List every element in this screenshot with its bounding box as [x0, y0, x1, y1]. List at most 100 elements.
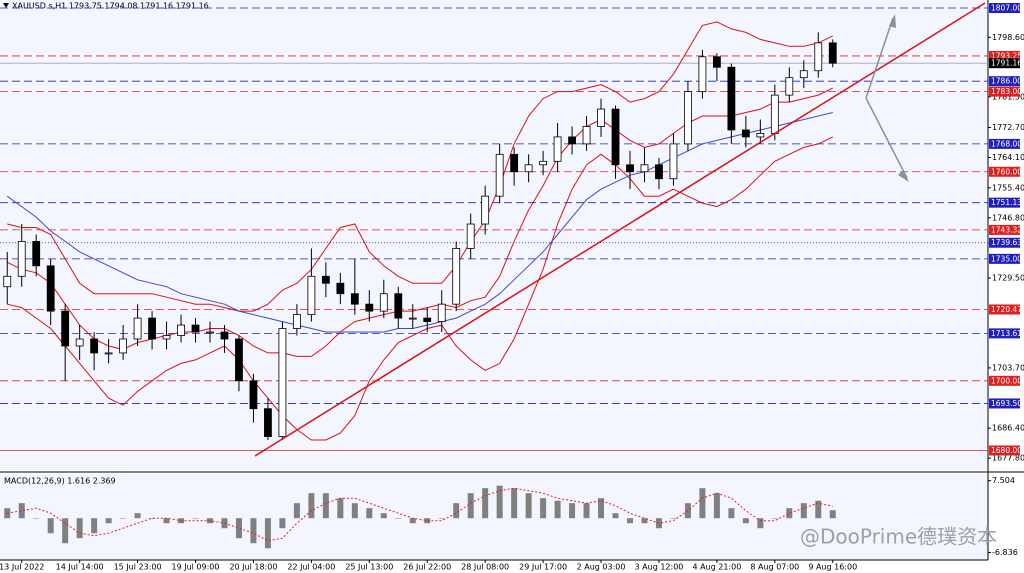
candle-body: [249, 380, 258, 410]
candle-body: [640, 164, 649, 173]
candle-body: [3, 275, 12, 288]
macd-bar: [105, 518, 112, 524]
candle-body: [148, 317, 156, 340]
level-box: [989, 76, 1020, 87]
macd-bar: [438, 518, 445, 519]
candle-body: [321, 275, 330, 284]
macd-bar: [163, 518, 170, 524]
macd-bar: [337, 498, 344, 519]
macd-bar: [569, 503, 576, 519]
macd-bar: [699, 488, 706, 519]
level-label: 1760.00: [991, 167, 1022, 176]
candle-body: [408, 317, 417, 320]
candle-body: [46, 265, 55, 312]
level-box: [989, 328, 1020, 339]
candle-body: [307, 275, 316, 316]
macd-signal: [7, 487, 833, 542]
level-box: [989, 375, 1020, 386]
level-box: [989, 166, 1020, 177]
level-label: 1743.32: [991, 225, 1022, 234]
candle-body: [394, 293, 403, 319]
candle-body: [756, 133, 765, 138]
macd-pane: [0, 474, 988, 560]
candle-body: [712, 56, 721, 68]
level-box: [989, 253, 1020, 264]
candle-body: [90, 338, 99, 354]
candle-body: [684, 91, 692, 145]
x-tick-label: 25 Jul 13:00: [345, 563, 393, 572]
level-label: 1768.00: [991, 139, 1022, 148]
x-tick-label: 26 Jul 22:00: [403, 563, 451, 572]
candle-body: [191, 324, 200, 333]
level-label: 1791.16: [991, 59, 1022, 68]
macd-bar: [829, 510, 836, 519]
macd-bar: [612, 513, 619, 519]
candle-body: [814, 42, 823, 72]
macd-bar: [250, 518, 257, 544]
macd-bar: [815, 500, 822, 519]
macd-bar: [293, 503, 300, 519]
y-tick-label: 1755.40: [992, 183, 1024, 192]
candle-body: [365, 303, 374, 312]
x-tick-label: 20 Jul 18:00: [229, 563, 277, 572]
level-label: 1735.00: [991, 254, 1022, 263]
macd-bar: [264, 518, 271, 549]
candle-body: [350, 293, 359, 305]
macd-bar: [757, 518, 764, 529]
level-label: 1739.63: [991, 238, 1022, 247]
macd-tick-label: -6.836: [992, 548, 1018, 557]
level-label: 1751.13: [991, 198, 1022, 207]
candle-body: [177, 324, 185, 336]
candle-body: [292, 314, 301, 329]
trend-line: [254, 2, 986, 457]
candle-body: [495, 153, 504, 197]
watermark: @DooPrime德璞资本: [800, 525, 997, 549]
candle-body: [61, 310, 70, 347]
y-tick-label: 1781.50: [992, 92, 1024, 101]
macd-bar: [91, 518, 98, 534]
x-tick-label: 9 Aug 16:00: [808, 563, 857, 572]
candle-body: [828, 42, 837, 64]
macd-bar: [453, 503, 460, 519]
candle-body: [785, 77, 794, 96]
candle-body: [481, 195, 490, 225]
macd-bar: [670, 518, 677, 519]
macd-bar: [380, 513, 387, 519]
macd-bar: [18, 503, 25, 519]
level-box: [989, 138, 1020, 149]
candle-body: [466, 223, 475, 249]
candle-body: [669, 143, 678, 180]
level-box: [989, 237, 1020, 248]
candle-body: [655, 164, 663, 180]
x-tick-label: 29 Jul 17:00: [519, 563, 567, 572]
candle-body: [264, 408, 272, 437]
candle-body: [597, 108, 605, 127]
candle-body: [510, 153, 519, 173]
macd-bar: [482, 488, 489, 519]
candle-body: [799, 70, 808, 79]
y-tick-label: 1686.40: [992, 424, 1024, 433]
candle-body: [206, 331, 214, 334]
macd-bar: [525, 493, 532, 519]
macd-bar: [279, 518, 286, 529]
macd-bar: [308, 493, 315, 519]
y-tick-label: 1764.10: [992, 153, 1024, 162]
macd-bar: [424, 518, 431, 524]
macd-bar: [800, 503, 807, 519]
chart-title: XAUUSD.s,H1 1793.75 1794.08 1791.16 1791…: [12, 2, 209, 11]
x-tick-label: 13 Jul 2022: [0, 563, 44, 572]
projection-arrows: [865, 17, 908, 179]
macd-bar: [134, 513, 141, 519]
level-label: 1700.00: [991, 376, 1022, 385]
x-tick-label: 22 Jul 04:00: [287, 563, 335, 572]
y-tick-label: 1729.50: [992, 274, 1024, 283]
candle-body: [727, 66, 736, 131]
candle-body: [17, 241, 26, 277]
x-tick-label: 28 Jul 08:00: [461, 563, 509, 572]
level-label: 1720.47: [991, 305, 1022, 314]
macd-bar: [598, 498, 605, 519]
macd-bar: [641, 518, 648, 524]
candle-body: [119, 338, 128, 354]
candle-body: [437, 303, 446, 322]
